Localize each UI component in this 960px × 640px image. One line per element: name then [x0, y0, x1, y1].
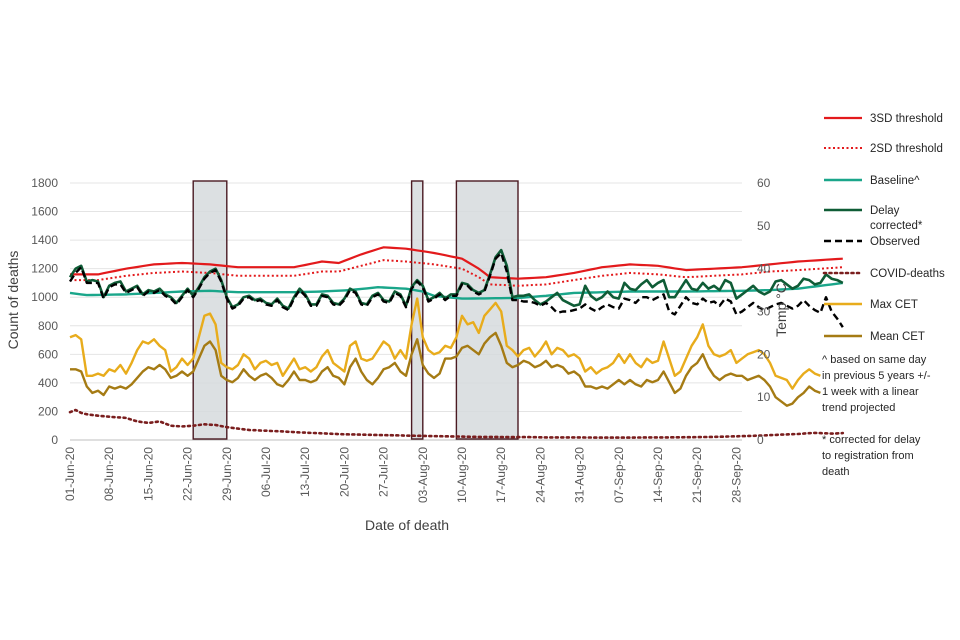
y2-tick-10: 10	[757, 390, 771, 404]
y-tick-1000: 1000	[31, 290, 58, 304]
heatwave-period-1	[192, 180, 228, 440]
x-tick-label: 13-Jul-20	[298, 447, 312, 497]
legend: 3SD threshold 2SD threshold Baseline^ De…	[822, 113, 945, 343]
series-mean-cet	[70, 331, 821, 407]
gridlines	[70, 182, 742, 441]
legend-label-2sd: 2SD threshold	[870, 143, 943, 155]
y2-tick-0: 0	[757, 433, 764, 447]
y-axis-title: Count of deaths	[5, 251, 21, 350]
x-axis-ticks: 01-Jun-20 08-Jun-20 15-Jun-20 22-Jun-20 29-J…	[63, 447, 743, 503]
x-tick-label: 31-Aug-20	[573, 447, 587, 503]
y-tick-200: 200	[38, 404, 58, 418]
legend-label-baseline: Baseline^	[870, 175, 920, 187]
note-delay-line1: * corrected for delay	[822, 434, 921, 446]
series-baseline	[69, 281, 843, 300]
x-tick-label: 29-Jun-20	[220, 447, 234, 501]
series-max-cet	[69, 297, 821, 390]
note-baseline-line1: ^ based on same day	[822, 354, 927, 366]
heatwave-periods	[192, 180, 519, 440]
legend-label-covid: COVID-deaths	[870, 268, 945, 280]
right-axis-ticks: 0 10 20 30 40 50 60	[757, 176, 771, 447]
y2-tick-30: 30	[757, 305, 771, 319]
x-tick-label: 21-Sep-20	[690, 447, 704, 503]
x-tick-label: 28-Sep-20	[729, 447, 743, 503]
note-delay-line2: to registration from	[822, 450, 914, 462]
y2-tick-40: 40	[757, 262, 771, 276]
footnotes: ^ based on same day in previous 5 years …	[822, 354, 931, 478]
note-baseline-line3: 1 week with a linear	[822, 386, 919, 398]
note-delay-line3: death	[822, 466, 850, 478]
x-tick-label: 01-Jun-20	[63, 447, 77, 501]
x-tick-label: 10-Aug-20	[455, 447, 469, 503]
note-baseline-line2: in previous 5 years +/-	[822, 370, 931, 382]
series-3sd-threshold	[70, 246, 843, 280]
note-baseline-line4: trend projected	[822, 402, 895, 414]
x-tick-label: 06-Jul-20	[259, 447, 273, 497]
x-tick-label: 20-Jul-20	[337, 447, 351, 497]
left-axis-ticks: 0 200 400 600 800 1000 1200 1400 1600 1800	[31, 176, 58, 447]
series-covid-deaths	[68, 408, 845, 439]
x-tick-label: 24-Aug-20	[533, 447, 547, 503]
y2-tick-60: 60	[757, 176, 771, 190]
y2-axis-title: Temp °C	[773, 283, 789, 337]
legend-label-delay-corrected-line2: corrected*	[870, 220, 923, 232]
x-tick-label: 14-Sep-20	[651, 447, 665, 503]
y-tick-0: 0	[51, 433, 58, 447]
x-tick-label: 22-Jun-20	[181, 447, 195, 501]
x-tick-label: 03-Aug-20	[416, 447, 430, 503]
y-tick-600: 600	[38, 347, 58, 361]
x-tick-label: 17-Aug-20	[494, 447, 508, 503]
x-tick-label: 15-Jun-20	[141, 447, 155, 501]
series-layer	[68, 246, 845, 439]
y-tick-400: 400	[38, 376, 58, 390]
legend-label-observed: Observed	[870, 236, 920, 248]
legend-label-delay-corrected-line1: Delay	[870, 205, 900, 217]
x-tick-label: 27-Jul-20	[377, 447, 391, 497]
y-tick-1400: 1400	[31, 233, 58, 247]
y2-tick-20: 20	[757, 347, 771, 361]
x-tick-label: 07-Sep-20	[612, 447, 626, 503]
y-tick-1800: 1800	[31, 176, 58, 190]
heatwave-period-3	[455, 180, 519, 440]
x-axis-title: Date of death	[365, 517, 449, 533]
x-tick-label: 08-Jun-20	[102, 447, 116, 501]
heatwave-period-2	[410, 180, 424, 440]
legend-label-3sd: 3SD threshold	[870, 113, 943, 125]
y-tick-1200: 1200	[31, 262, 58, 276]
series-observed	[68, 251, 844, 328]
y2-tick-50: 50	[757, 219, 771, 233]
y-tick-1600: 1600	[31, 205, 58, 219]
legend-label-max-cet: Max CET	[870, 299, 918, 311]
legend-label-mean-cet: Mean CET	[870, 331, 925, 343]
y-tick-800: 800	[38, 319, 58, 333]
